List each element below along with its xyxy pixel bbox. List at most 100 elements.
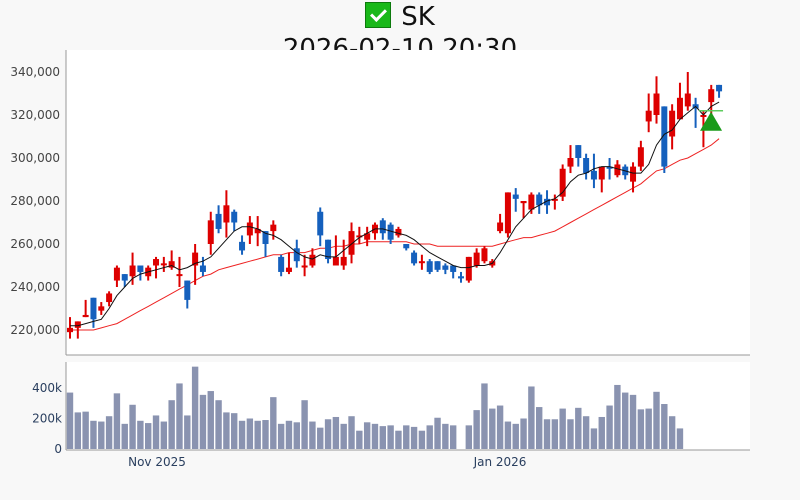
candle-body: [129, 265, 136, 277]
volume-bar: [340, 423, 347, 449]
volume-bar: [676, 428, 684, 449]
candle-body: [254, 228, 261, 234]
candle-body: [348, 231, 355, 255]
volume-bar: [137, 420, 144, 449]
candle-body: [317, 211, 324, 236]
candle-body: [536, 194, 543, 206]
volume-bar: [559, 408, 566, 449]
volume-bar: [105, 416, 113, 449]
volume-bar: [489, 408, 496, 449]
volume-bar: [395, 430, 402, 449]
candle-body: [239, 241, 246, 251]
volume-bar: [82, 411, 89, 449]
candle-body: [458, 276, 464, 279]
candle-body: [598, 166, 605, 180]
green-check-icon: [365, 2, 392, 28]
volume-bar: [606, 405, 613, 449]
candle-body: [700, 115, 707, 117]
y-tick-label: 220,000: [10, 323, 60, 337]
y-tick-label: 300,000: [10, 151, 60, 165]
candle-body: [309, 254, 316, 266]
candle-body: [98, 306, 105, 311]
candle-body: [630, 166, 637, 182]
candle-body: [473, 252, 480, 266]
volume-bar: [309, 421, 316, 449]
volume-bar: [348, 416, 355, 449]
candle-body: [379, 220, 386, 234]
candle-body: [684, 93, 691, 107]
candle-body: [121, 274, 128, 281]
candle-body: [270, 224, 277, 232]
volume-bar: [418, 430, 426, 449]
candle-body: [614, 164, 621, 176]
volume-bar: [90, 420, 97, 449]
candle-body: [551, 198, 558, 201]
volume-bar: [512, 423, 519, 449]
volume-bar: [66, 392, 74, 449]
price-plot-area: [66, 50, 750, 355]
candle-body: [559, 168, 566, 197]
candle-body: [74, 321, 81, 328]
candle-body: [215, 213, 222, 229]
volume-bar: [567, 419, 574, 449]
volume-bar: [168, 400, 175, 449]
price-y-ticks: 220,000 240,000 260,000 280,000 300,000 320,0…: [10, 65, 60, 337]
candle-body: [82, 314, 89, 318]
volume-bar: [504, 421, 512, 449]
candle-body: [481, 248, 488, 262]
volume-bar: [160, 421, 168, 449]
candle-body: [653, 93, 660, 115]
candle-body: [301, 265, 308, 268]
candle-body: [192, 252, 199, 266]
volume-bar: [231, 413, 238, 449]
candle-body: [426, 261, 433, 272]
candle-body: [661, 106, 668, 167]
volume-bar: [285, 420, 293, 449]
candle-body: [434, 261, 441, 270]
volume-bar: [536, 407, 543, 449]
volume-bar: [74, 412, 82, 449]
candle-body: [285, 267, 292, 272]
volume-bar: [551, 419, 559, 449]
candle-body: [356, 235, 363, 238]
volume-bar: [363, 422, 371, 449]
candle-body: [207, 220, 214, 244]
candle-body: [716, 84, 723, 92]
volume-tick-label: 0: [54, 442, 62, 456]
candle-body: [567, 158, 574, 167]
candle-body: [106, 293, 113, 303]
volume-bar: [293, 422, 300, 449]
volume-bar: [410, 426, 418, 449]
volume-bar: [496, 405, 504, 449]
candle-body: [278, 256, 285, 272]
candle-body: [90, 297, 97, 320]
chart-title-symbol: SK: [0, 2, 800, 32]
volume-bar: [371, 423, 379, 449]
volume-bar: [590, 428, 598, 449]
candle-body: [168, 261, 175, 268]
volume-bar: [238, 420, 246, 449]
candle-body: [113, 267, 120, 281]
candle-body: [520, 201, 527, 204]
buy-signal-triangle-icon: [699, 109, 724, 131]
candle-body: [575, 145, 582, 158]
volume-bar: [152, 415, 160, 449]
volume-bar: [442, 423, 449, 449]
x-tick-label: Jan 2026: [473, 455, 527, 469]
volume-bar: [317, 427, 324, 449]
volume-bar: [575, 407, 582, 449]
candle-body: [669, 110, 676, 137]
candle-body: [153, 259, 160, 266]
volume-bar: [199, 394, 207, 449]
candle-body: [246, 222, 253, 236]
volume-bar: [614, 384, 621, 449]
volume-bar: [645, 408, 652, 449]
candle-body: [403, 244, 410, 249]
volume-bar: [379, 426, 386, 449]
volume-bar: [434, 417, 441, 449]
candle-body: [583, 158, 590, 174]
volume-bar: [262, 420, 269, 449]
volume-bar: [98, 421, 105, 449]
volume-bar: [356, 430, 363, 449]
volume-bar: [473, 410, 480, 449]
